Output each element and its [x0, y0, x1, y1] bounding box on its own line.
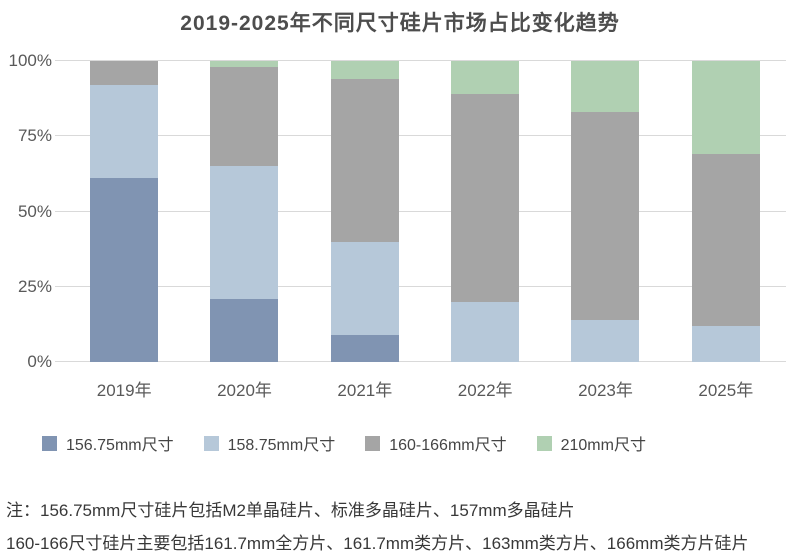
- gridline-100: [55, 60, 786, 61]
- plot-area: [55, 60, 786, 362]
- bar-segment-2020年-158.75mm尺寸: [210, 166, 279, 299]
- bar-segment-2022年-210mm尺寸: [451, 61, 520, 95]
- y-axis-labels: 0% 25% 50% 75% 100%: [0, 52, 52, 371]
- legend-swatch-icon: [365, 435, 381, 451]
- y-tick-label-0: 0%: [27, 352, 52, 371]
- footnotes: 注：156.75mm尺寸硅片包括M2单晶硅片、标准多晶硅片、157mm多晶硅片 …: [6, 494, 800, 560]
- bar-segment-2021年-158.75mm尺寸: [330, 241, 399, 335]
- bar-segment-2021年-156.75mm尺寸: [330, 334, 399, 362]
- bar-2019年: [90, 61, 159, 362]
- y-tick-label-50: 50%: [17, 201, 52, 221]
- legend-label: 156.75mm尺寸: [66, 437, 174, 454]
- bar-2025年: [691, 61, 760, 362]
- legend-swatch-icon: [536, 435, 552, 451]
- bar-segment-2021年-160-166mm尺寸: [330, 79, 399, 242]
- bar-segment-2023年-160-166mm尺寸: [571, 112, 640, 320]
- y-tick-label-75: 75%: [17, 126, 52, 146]
- gridline-0: [55, 361, 786, 362]
- legend-label: 158.75mm尺寸: [227, 437, 336, 454]
- bar-segment-2023年-158.75mm尺寸: [571, 319, 640, 362]
- x-tick-label-2020年: 2020年: [217, 381, 272, 400]
- chart-title: 2019-2025年不同尺寸硅片市场占比变化趋势: [180, 12, 620, 35]
- bar-segment-2020年-156.75mm尺寸: [210, 298, 279, 362]
- legend-label: 210mm尺寸: [560, 437, 646, 454]
- gridline-50: [55, 210, 786, 212]
- legend-swatch-icon: [203, 435, 219, 451]
- footnote-line-2: 160-166尺寸硅片主要包括161.7mm全方片、161.7mm类方片、163…: [6, 534, 749, 553]
- bar-segment-2023年-210mm尺寸: [571, 61, 640, 113]
- bar-2020年: [210, 61, 279, 362]
- bar-2022年: [451, 61, 520, 362]
- bar-slot-2021年: [305, 61, 425, 362]
- legend: 156.75mm尺寸 158.75mm尺寸 160-166mm尺寸 210mm尺寸: [42, 431, 646, 455]
- x-tick-label-2025年: 2025年: [698, 381, 754, 400]
- bars-container: [64, 61, 786, 362]
- y-tick-label-100: 100%: [8, 51, 52, 70]
- bar-slot-2020年: [184, 61, 304, 362]
- bar-slot-2019年: [64, 61, 184, 362]
- legend-swatch-icon: [42, 435, 57, 451]
- bar-segment-2020年-160-166mm尺寸: [210, 67, 279, 167]
- x-axis-labels: 2019年 2020年 2021年 2022年 2023年 2025年: [64, 376, 786, 401]
- legend-label: 160-166mm尺寸: [389, 437, 507, 454]
- bar-segment-2025年-160-166mm尺寸: [691, 154, 760, 326]
- bar-segment-2025年-158.75mm尺寸: [691, 325, 760, 362]
- x-tick-label-2021年: 2021年: [337, 381, 393, 400]
- bar-segment-2021年-210mm尺寸: [330, 61, 399, 80]
- footnote-line-1: 注：156.75mm尺寸硅片包括M2单晶硅片、标准多晶硅片、157mm多晶硅片: [6, 501, 575, 520]
- legend-item-210mm尺寸: 210mm尺寸: [536, 431, 646, 455]
- bar-segment-2019年-158.75mm尺寸: [90, 85, 159, 179]
- x-tick-label-2019年: 2019年: [96, 381, 152, 400]
- bar-slot-2023年: [545, 61, 665, 362]
- legend-item-160-166mm尺寸: 160-166mm尺寸: [365, 431, 507, 455]
- x-tick-label-2022年: 2022年: [457, 381, 513, 400]
- bar-segment-2020年-210mm尺寸: [210, 61, 279, 68]
- bar-segment-2022年-160-166mm尺寸: [451, 94, 520, 302]
- bar-segment-2019年-160-166mm尺寸: [90, 61, 159, 86]
- y-tick-label-25: 25%: [17, 276, 52, 296]
- gridline-75: [55, 135, 786, 137]
- bar-segment-2022年-158.75mm尺寸: [451, 301, 520, 362]
- gridline-25: [55, 285, 786, 287]
- legend-item-158.75mm尺寸: 158.75mm尺寸: [203, 431, 336, 455]
- bar-slot-2025年: [666, 61, 786, 362]
- bar-segment-2025年-210mm尺寸: [691, 61, 760, 155]
- bar-slot-2022年: [425, 61, 545, 362]
- bar-2021年: [330, 61, 399, 362]
- bar-2023年: [571, 61, 640, 362]
- legend-item-156.75mm尺寸: 156.75mm尺寸: [42, 431, 174, 455]
- bar-segment-2019年-156.75mm尺寸: [90, 178, 159, 362]
- x-tick-label-2023年: 2023年: [578, 381, 633, 400]
